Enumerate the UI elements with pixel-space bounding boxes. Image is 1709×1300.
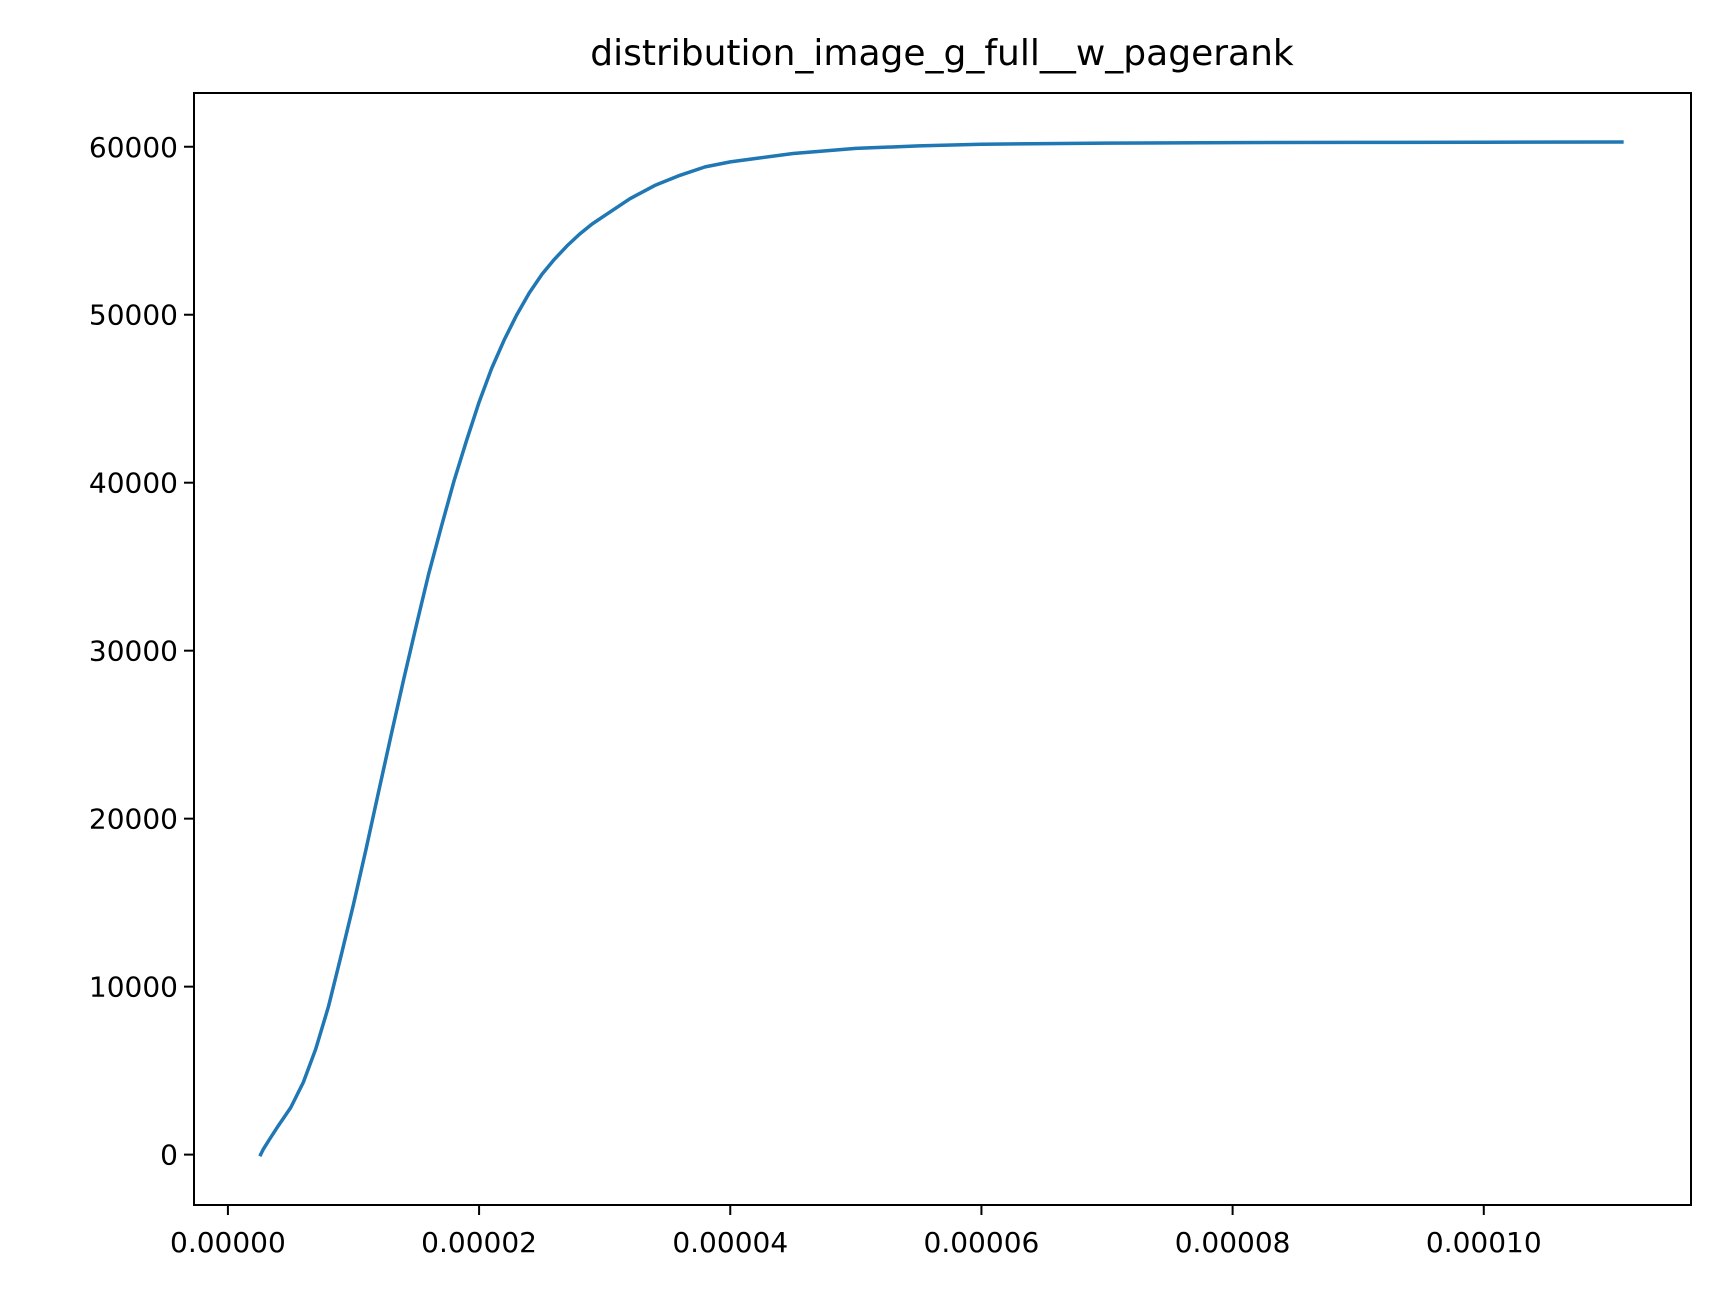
- x-tick-label: 0.00002: [421, 1226, 537, 1259]
- x-tick-label: 0.00000: [170, 1226, 286, 1259]
- y-tick-label: 10000: [89, 971, 178, 1004]
- y-axis: 0 10000 20000 30000 40000 50000 60000: [89, 131, 194, 1172]
- y-tick-label: 50000: [89, 299, 178, 332]
- series-line: [258, 140, 1624, 1157]
- y-tick-label: 60000: [89, 131, 178, 164]
- y-tick-label: 40000: [89, 467, 178, 500]
- x-tick-label: 0.00004: [672, 1226, 788, 1259]
- chart-title: distribution_image_g_full__w_pagerank: [590, 33, 1294, 74]
- x-tick-label: 0.00006: [924, 1226, 1040, 1259]
- x-tick-label: 0.00008: [1175, 1226, 1291, 1259]
- plot-frame: [193, 92, 1692, 1206]
- x-tick-label: 0.00010: [1426, 1226, 1542, 1259]
- y-tick-label: 30000: [89, 635, 178, 668]
- y-tick-label: 0: [160, 1139, 178, 1172]
- series-group: [258, 140, 1624, 1157]
- y-tick-label: 20000: [89, 803, 178, 836]
- x-axis: 0.00000 0.00002 0.00004 0.00006 0.00008 0.000…: [170, 1205, 1542, 1259]
